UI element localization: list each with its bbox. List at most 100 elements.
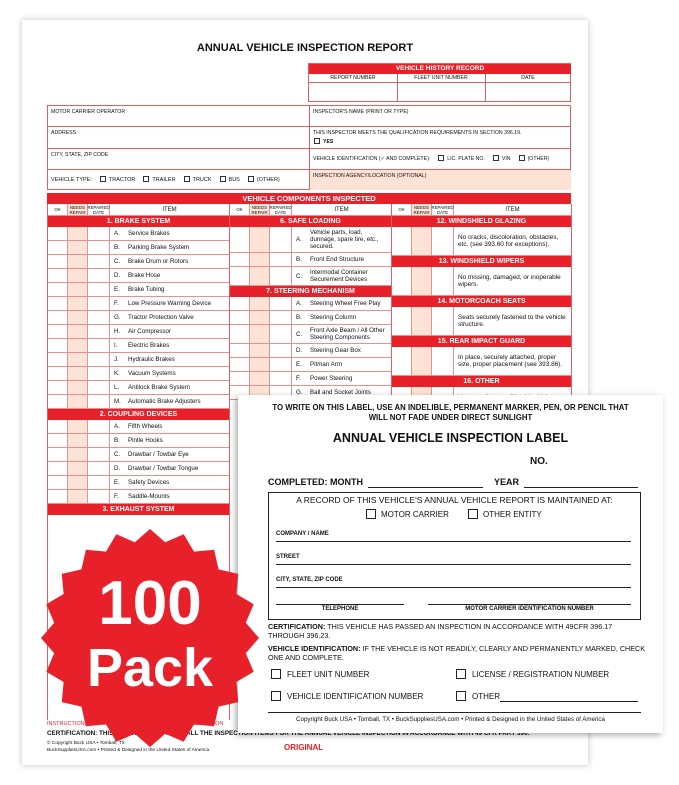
decoration — [492, 155, 499, 161]
yes-option: YES — [306, 138, 333, 145]
date-cell — [88, 420, 110, 433]
ok-cell — [48, 339, 68, 352]
component-column: OK NEEDS REPAIR REPAIRED DATE ITEM 6. SAFE L… — [230, 204, 392, 720]
field-label: MOTOR CARRIER IDENTIFICATION NUMBER — [465, 606, 594, 612]
item-text: Vacuum Systems — [128, 370, 176, 377]
item-row: A. Fifth Wheels — [48, 420, 229, 434]
item-cell: C. Front Axle Beam / All Other Steering C… — [292, 325, 391, 343]
repair-cell — [68, 353, 88, 366]
identification-text: IF THE VEHICLE IS NOT READILY, CLEARLY A… — [268, 644, 646, 662]
header-text: NEEDS REPAIR — [69, 204, 86, 215]
item-text: Fifth Wheels — [128, 423, 163, 430]
option: (OTHER) — [527, 156, 550, 162]
item-row: F. Power Steering — [230, 372, 391, 386]
item-cell: F. Low Pressure Warning Device — [110, 297, 229, 310]
repair-cell — [68, 297, 88, 310]
date-cell — [88, 269, 110, 282]
date-cell — [88, 462, 110, 475]
blank-line — [276, 587, 631, 588]
id-option: FLEET UNIT NUMBER — [287, 670, 370, 679]
header-cell: ITEM — [454, 204, 571, 215]
badge-count: 100 — [98, 569, 201, 638]
badge-shape — [41, 529, 259, 747]
section-title: 15. REAR IMPACT GUARD — [392, 336, 571, 347]
item-text: Automatic Brake Adjusters — [128, 398, 201, 405]
header-cell: OK — [230, 204, 250, 215]
item-letter: I. — [114, 342, 118, 349]
item-row: M. Automatic Brake Adjusters — [48, 395, 229, 409]
completed-month: COMPLETED: MONTH — [268, 477, 363, 487]
item-row: F. Low Pressure Warning Device — [48, 297, 229, 311]
record-option: OTHER ENTITY — [483, 510, 542, 519]
ok-cell — [48, 269, 68, 282]
field-label: VEHICLE IDENTIFICATION (✓ AND COMPLETE): — [313, 156, 431, 162]
header-text: ITEM — [162, 206, 177, 213]
item-cell: C. Intermodal Container Securement Device… — [292, 267, 391, 285]
item-text: Power Steering — [310, 375, 353, 382]
section-title: 3. EXHAUST SYSTEM — [48, 504, 229, 515]
item-row: B. Pintle Hooks — [48, 434, 229, 448]
blank-line — [428, 604, 631, 605]
date-cell — [432, 227, 454, 255]
checkbox — [456, 669, 466, 679]
date-cell — [270, 344, 292, 357]
header-text: OK — [236, 207, 243, 212]
website: BuckSuppliesUSA.com • Printed & Designed… — [47, 748, 210, 753]
item-row: B. Front End Structure — [230, 253, 391, 267]
item-cell: A. Fifth Wheels — [110, 420, 229, 433]
field-label: CITY, STATE, ZIP CODE — [276, 577, 343, 583]
ok-cell — [48, 434, 68, 447]
item-text: Pitman Arm — [310, 361, 342, 368]
inspection-label: TO WRITE ON THIS LABEL, USE AN INDELIBLE… — [238, 395, 663, 733]
ok-cell — [48, 490, 68, 503]
checkbox — [468, 509, 478, 519]
header-cell: NEEDS REPAIR — [68, 204, 88, 215]
repair-cell — [68, 255, 88, 268]
decoration — [183, 176, 190, 182]
ok-cell — [48, 325, 68, 338]
components-title: VEHICLE COMPONENTS INSPECTED — [47, 193, 571, 204]
repair-cell — [250, 358, 270, 371]
repair-cell — [412, 227, 432, 255]
repair-cell — [68, 395, 88, 408]
item-text: Air Compressor — [128, 328, 171, 335]
blank-line — [368, 487, 483, 488]
ok-cell — [48, 462, 68, 475]
blank-line — [500, 701, 638, 702]
item-cell: F. Saddle-Mounts — [110, 490, 229, 503]
item-cell: No cracks, discoloration, obstacles, etc… — [454, 227, 571, 255]
item-text: Front End Structure — [310, 256, 364, 263]
repair-cell — [68, 283, 88, 296]
date-cell — [88, 241, 110, 254]
option: TRAILER — [152, 177, 176, 183]
field-label: INSPECTOR'S NAME (PRINT OR TYPE) — [313, 109, 409, 115]
divider — [485, 74, 486, 102]
item-cell: A. Service Brakes — [110, 227, 229, 240]
item-letter: G. — [114, 314, 121, 321]
ok-cell — [48, 448, 68, 461]
item-cell: E. Safety Devices — [110, 476, 229, 489]
item-text: Seats securely fastened to the vehicle s… — [458, 314, 566, 328]
checkbox — [456, 691, 466, 701]
item-row: A. Steering Wheel Free Play — [230, 297, 391, 311]
header-cell: OK — [48, 204, 68, 215]
item-letter: F. — [114, 300, 119, 307]
decoration — [518, 155, 525, 161]
item-row: C. Drawbar / Towbar Eye — [48, 448, 229, 462]
date-cell — [270, 372, 292, 385]
history-title: VEHICLE HISTORY RECORD — [309, 64, 571, 74]
header-text: ITEM — [505, 206, 520, 213]
date-cell — [270, 325, 292, 343]
header-cell: ITEM — [110, 204, 229, 215]
section-title: 14. MOTORCOACH SEATS — [392, 296, 571, 307]
repair-cell — [250, 372, 270, 385]
header-cell: REPAIRED DATE — [87, 204, 110, 215]
item-text: In place, securely attached, proper size… — [458, 354, 563, 368]
header-cell: OK — [392, 204, 412, 215]
item-text: Electric Brakes — [128, 342, 170, 349]
item-row: A. Vehicle parts, load, dunnage, spare ti… — [230, 227, 391, 253]
header-cell: NEEDS REPAIR — [250, 204, 270, 215]
column-header: OK NEEDS REPAIR REPAIRED DATE ITEM — [392, 204, 571, 216]
divider — [48, 169, 571, 170]
item-text: Tractor Protection Valve — [128, 314, 194, 321]
